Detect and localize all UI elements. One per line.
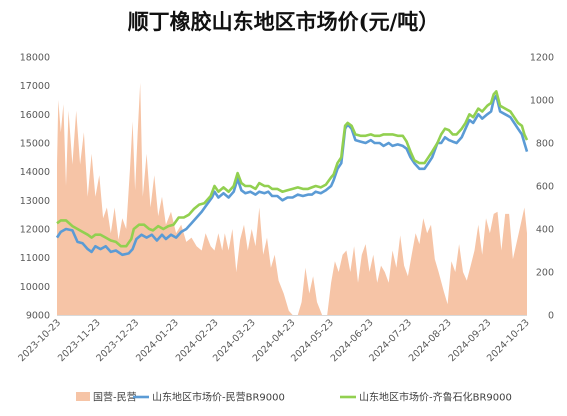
left-tick-label: 10000: [20, 282, 50, 293]
left-tick-label: 18000: [20, 53, 50, 64]
line-series-layer: [55, 90, 529, 257]
series-line-2: [56, 90, 529, 248]
right-axis-ticks: 0 200 400 600 800 1000 1200: [530, 53, 554, 322]
legend: 国营-民营 山东地区市场价-民营BR9000 山东地区市场价-齐鲁石化BR9000: [76, 391, 512, 404]
legend-swatch-0: [76, 392, 90, 401]
left-tick-label: 13000: [20, 196, 50, 207]
right-tick-label: 400: [536, 225, 554, 236]
area-series-layer: [57, 82, 527, 315]
left-tick-label: 12000: [20, 225, 50, 236]
right-tick-label: 600: [536, 182, 554, 193]
left-tick-label: 11000: [20, 253, 50, 264]
series-area-0: [57, 82, 527, 315]
left-tick-label: 14000: [20, 167, 50, 178]
left-tick-label: 17000: [20, 81, 50, 92]
series-line-1: [55, 94, 529, 257]
right-tick-label: 800: [536, 139, 554, 150]
left-tick-label: 9000: [26, 311, 50, 322]
chart-title: 顺丁橡胶山东地区市场价(元/吨）: [127, 9, 440, 34]
x-axis-ticks: 2023-10-232023-11-232023-12-232024-01-23…: [16, 317, 532, 364]
legend-label-1: 山东地区市场价-民营BR9000: [152, 391, 285, 404]
right-tick-label: 1000: [530, 96, 554, 107]
right-tick-label: 1200: [530, 53, 554, 64]
left-tick-label: 16000: [20, 110, 50, 121]
left-axis-ticks: 9000 10000 11000 12000 13000 14000 15000 16000 1…: [20, 53, 50, 322]
left-tick-label: 15000: [20, 139, 50, 150]
right-tick-label: 200: [536, 268, 554, 279]
legend-label-2: 山东地区市场价-齐鲁石化BR9000: [359, 391, 512, 404]
legend-label-0: 国营-民营: [93, 391, 137, 404]
right-tick-label: 0: [548, 311, 554, 322]
